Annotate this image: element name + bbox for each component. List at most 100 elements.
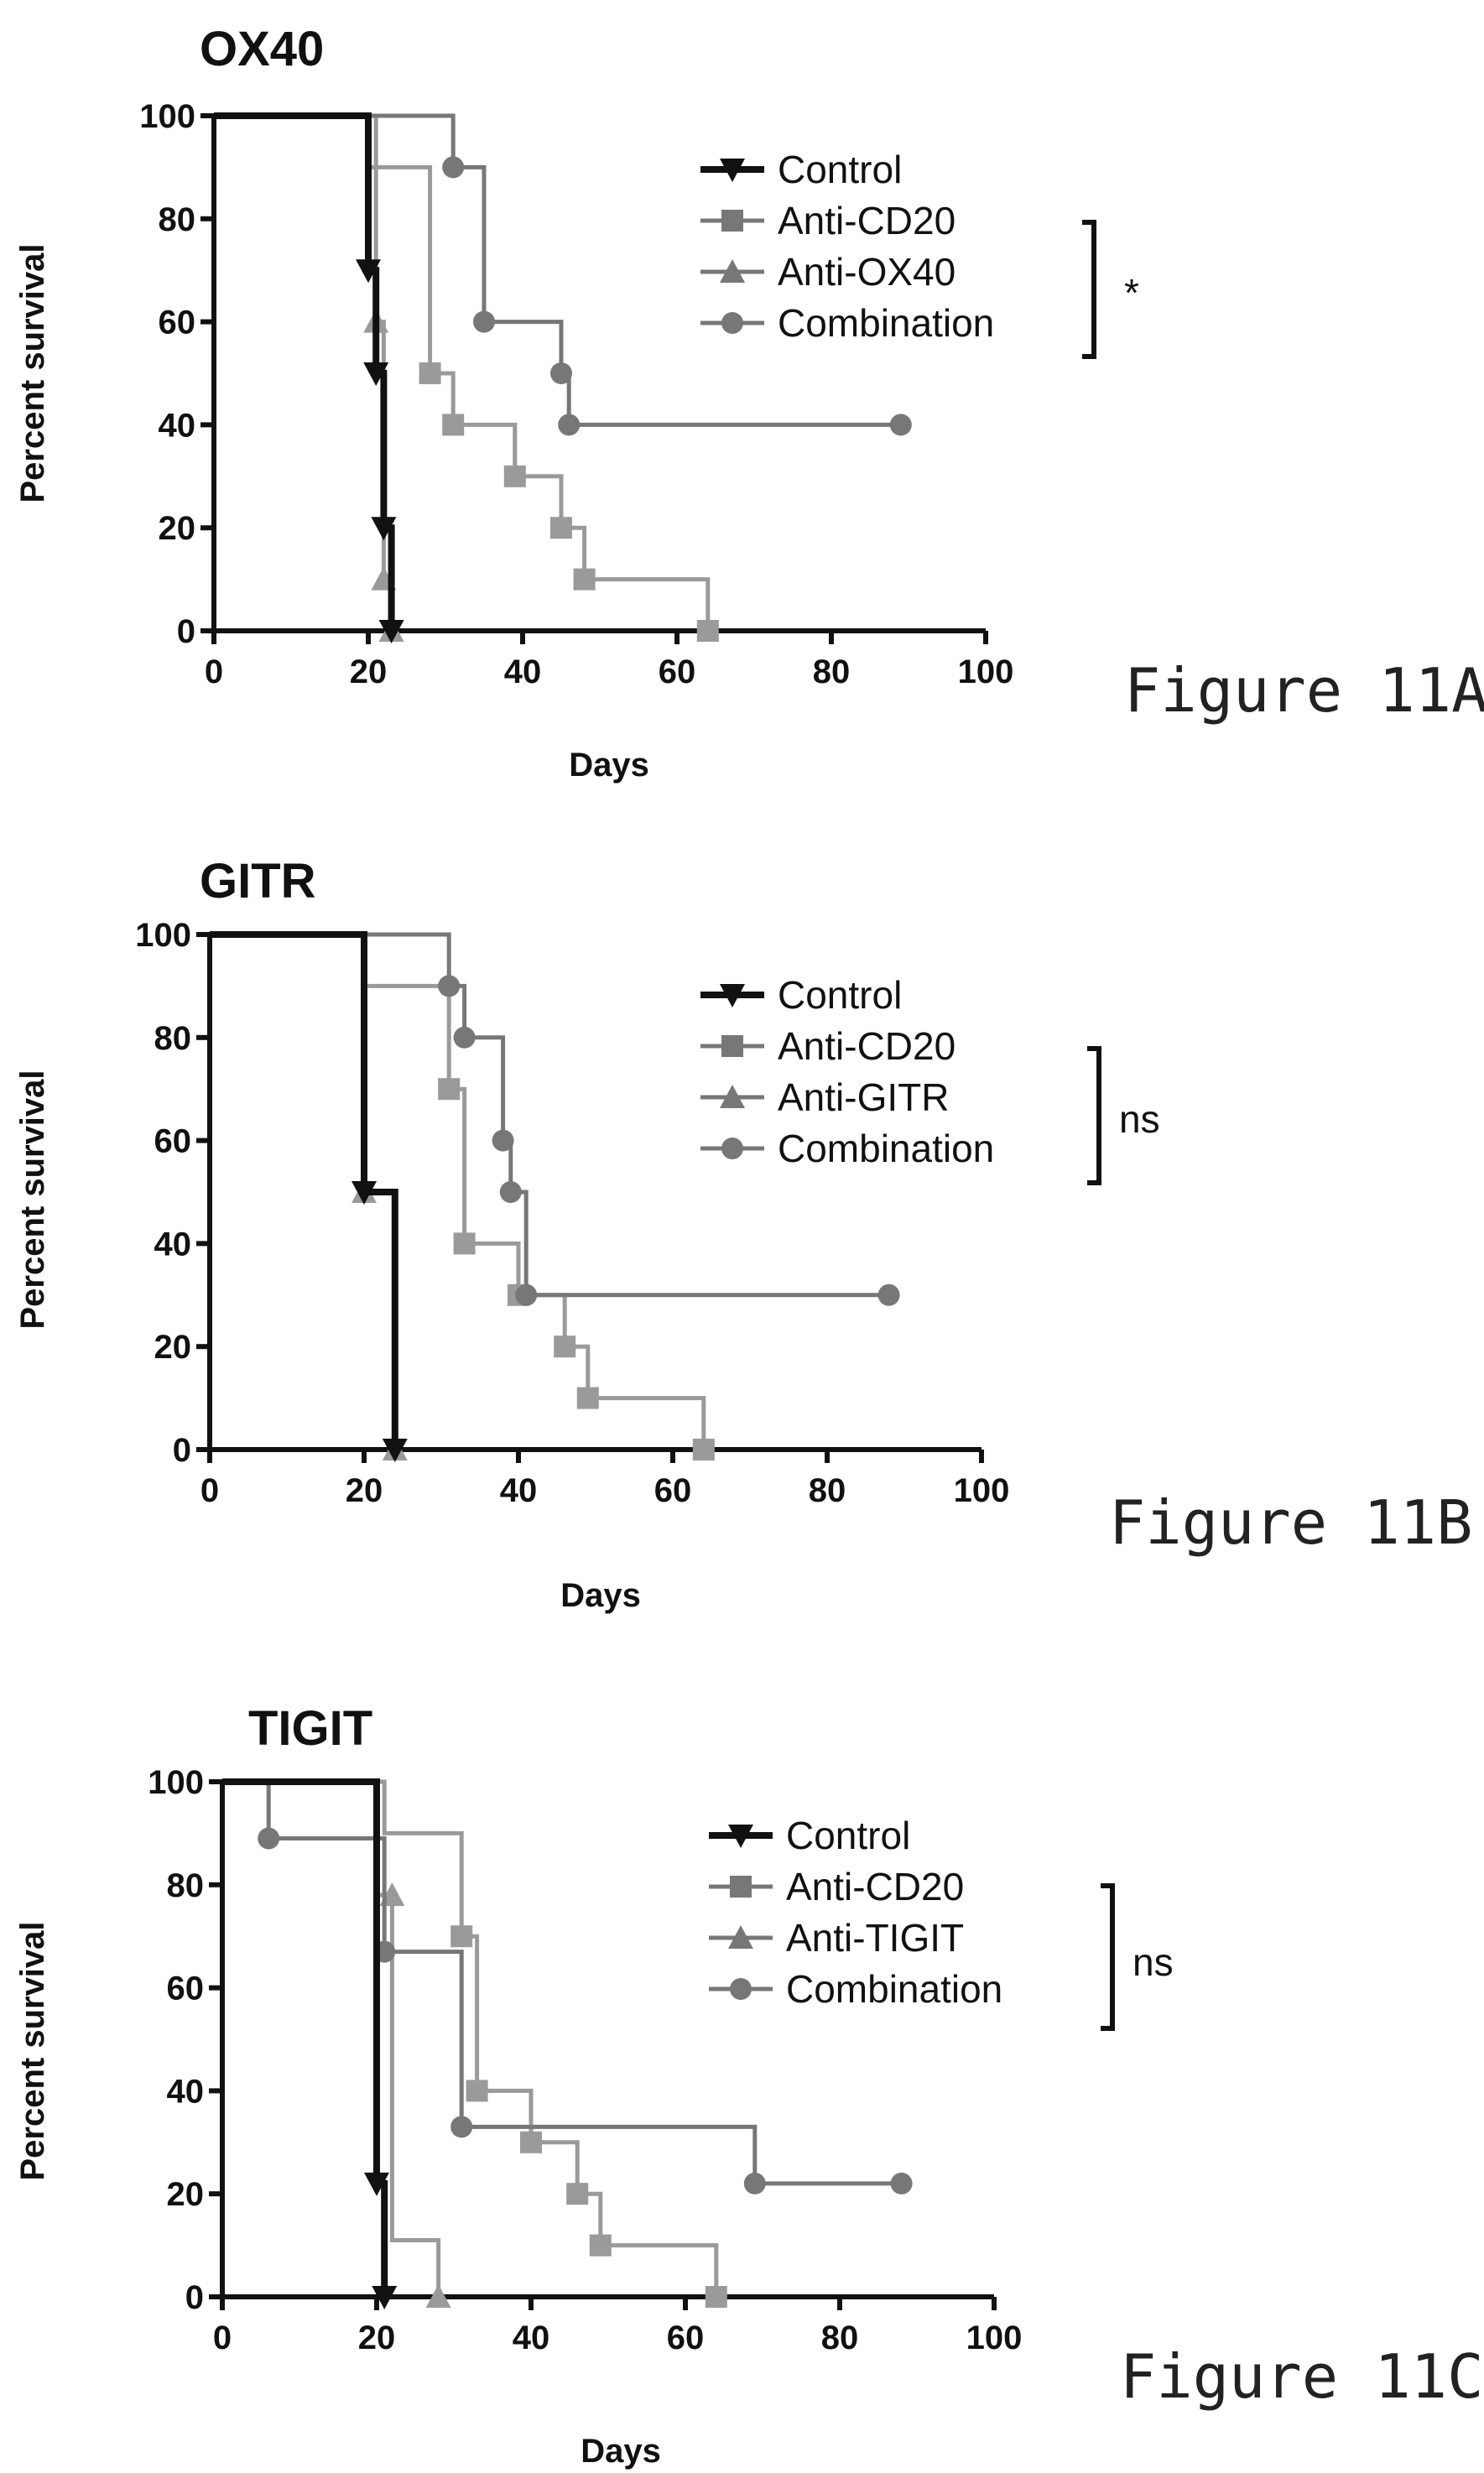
panel-b-xtick-label: 0 <box>200 1472 219 1509</box>
panel-b-combination-point <box>453 1026 476 1049</box>
panel-a-ytick-label: 40 <box>159 407 196 444</box>
panel-b-legend-marker-combination <box>721 1138 743 1159</box>
panel-c-control-point <box>364 2172 389 2196</box>
panel-a-control-point <box>363 362 389 386</box>
panel-a-legend-label-anti-cd20: Anti-CD20 <box>778 199 955 242</box>
panel-a-control-point <box>356 259 381 284</box>
panel-a-combination-point <box>442 156 465 179</box>
panel-c-anti-cd20-point <box>705 2286 727 2308</box>
panel-b-xtick-label: 60 <box>654 1472 692 1509</box>
panel-b: GITR Percent survival Days Figure 11B ns… <box>14 854 1472 1614</box>
panel-a-xtick-label: 100 <box>958 653 1014 690</box>
panel-a-legend-label-combination: Combination <box>778 301 994 345</box>
panel-b-legend-marker-anti-cd20 <box>721 1035 743 1057</box>
panel-a-xtick-label: 60 <box>659 653 696 690</box>
panel-c-xtick-label: 0 <box>213 2319 232 2356</box>
panel-c-control-point <box>372 2286 398 2309</box>
panel-b-anti-cd20-point <box>438 1078 461 1101</box>
panel-c-ytick-label: 60 <box>167 1971 205 2007</box>
panel-c-ytick-label: 0 <box>185 2279 204 2316</box>
panel-b-combination-point <box>499 1181 522 1203</box>
panel-b-significance: ns <box>1119 1097 1160 1141</box>
panel-a-ytick-label: 20 <box>159 510 196 547</box>
panel-a-anti-cd20-point <box>696 620 719 642</box>
panel-c-legend-marker-combination <box>730 1978 752 2000</box>
panel-c-xtick-label: 100 <box>966 2319 1023 2356</box>
panel-b-control-point <box>382 1439 408 1462</box>
panel-a-title: OX40 <box>200 22 324 76</box>
panel-a-anti-cd20-point <box>550 517 572 539</box>
panel-c-significance-bracket <box>1101 1883 1115 2031</box>
panel-b-xtick-label: 80 <box>809 1472 846 1509</box>
panel-c-series-anti-cd20 <box>222 1779 719 2297</box>
panel-a-combination-point <box>550 362 572 384</box>
panel-c-combination-point <box>450 2116 473 2138</box>
panel-c-combination-point <box>743 2172 766 2194</box>
panel-a-legend-marker-control <box>720 159 745 182</box>
panel-b-legend-label-anti-cd20: Anti-CD20 <box>778 1024 955 1068</box>
panel-b-caption: Figure 11B <box>1109 1487 1472 1558</box>
panel-c-ytick-label: 20 <box>167 2176 205 2213</box>
panel-a-legend-label-anti-ox40: Anti-OX40 <box>778 250 955 294</box>
panel-b-plot: 0 20 40 60 80 100 0 20 40 60 80 100 Control Anti-CD20… <box>135 917 1009 1509</box>
panel-a-significance: * <box>1124 271 1139 315</box>
panel-b-combination-point <box>492 1129 514 1152</box>
panel-a-ytick-label: 60 <box>159 305 196 341</box>
panel-a-combination-point <box>889 414 912 436</box>
panel-c-xtick-label: 60 <box>667 2319 705 2356</box>
panel-b-xtick-label: 100 <box>954 1472 1010 1509</box>
panel-a-legend-marker-anti-cd20 <box>721 210 743 232</box>
panel-c-xtick-label: 20 <box>358 2319 396 2356</box>
panel-c-anti-cd20-point <box>566 2183 589 2205</box>
panel-a-ytick-label: 0 <box>177 613 195 650</box>
panel-c-anti-tigit-point <box>425 2284 451 2308</box>
panel-a-xtick-label: 20 <box>350 653 388 690</box>
panel-c-significance: ns <box>1133 1940 1174 1984</box>
panel-c-ylabel: Percent survival <box>14 1921 51 2180</box>
panel-b-series-anti-cd20 <box>210 932 706 1450</box>
panel-a-xtick-label: 0 <box>205 653 223 690</box>
panel-b-ytick-label: 20 <box>154 1329 192 1366</box>
panel-a-xlabel: Days <box>569 747 649 784</box>
panel-b-anti-cd20-point <box>554 1335 576 1358</box>
panel-c-legend-marker-anti-tigit <box>728 1925 753 1949</box>
panel-c: TIGIT Percent survival Days Figure 11C n… <box>14 1701 1483 2470</box>
panel-c-legend-label-control: Control <box>786 1814 910 1857</box>
panel-a-ytick-label: 100 <box>139 98 195 135</box>
panel-b-xtick-label: 40 <box>500 1472 538 1509</box>
panel-b-control-point <box>351 1181 377 1205</box>
panel-b-ytick-label: 60 <box>154 1123 192 1160</box>
panel-c-anti-cd20-point <box>520 2131 542 2153</box>
panel-a-ytick-label: 80 <box>159 201 196 238</box>
panel-a-control-point <box>371 517 397 541</box>
panel-a-series-anti-cd20 <box>214 113 711 631</box>
panel-c-caption: Figure 11C <box>1120 2341 1483 2412</box>
panel-a-legend-marker-combination <box>721 312 743 334</box>
panel-a-control-point <box>378 620 404 643</box>
panel-a-plot: 0 20 40 60 80 100 0 20 40 60 80 100 Control Anti-CD20… <box>139 98 1013 690</box>
panel-a-legend-label-control: Control <box>778 148 902 191</box>
panel-c-xlabel: Days <box>581 2433 661 2470</box>
panel-c-legend-label-anti-cd20: Anti-CD20 <box>786 1865 964 1908</box>
panel-a-anti-cd20-point <box>442 414 465 436</box>
panel-c-xtick-label: 40 <box>513 2319 550 2356</box>
panel-c-legend-label-combination: Combination <box>786 1967 1002 2011</box>
panel-a-anti-cd20-point <box>503 465 526 487</box>
panel-b-legend-marker-control <box>720 984 745 1007</box>
panel-a-combination-point <box>473 310 495 333</box>
panel-a-ylabel: Percent survival <box>14 243 51 502</box>
panel-b-legend-marker-anti-gitr <box>720 1085 745 1108</box>
panel-a-combination-point <box>558 414 581 436</box>
panel-c-combination-point <box>890 2172 913 2194</box>
panel-a: OX40 Percent survival Days Figure 11A * … <box>14 22 1484 784</box>
panel-a-xtick-label: 40 <box>504 653 542 690</box>
panel-b-xtick-label: 20 <box>346 1472 383 1509</box>
panel-b-ytick-label: 40 <box>154 1226 192 1263</box>
panel-b-combination-point <box>438 975 461 997</box>
panel-c-legend-label-anti-tigit: Anti-TIGIT <box>786 1916 964 1960</box>
panel-b-significance-bracket <box>1087 1046 1101 1185</box>
panel-c-ytick-label: 40 <box>167 2073 205 2110</box>
panel-c-combination-point <box>258 1827 280 1850</box>
panel-c-legend-marker-anti-cd20 <box>730 1876 752 1898</box>
